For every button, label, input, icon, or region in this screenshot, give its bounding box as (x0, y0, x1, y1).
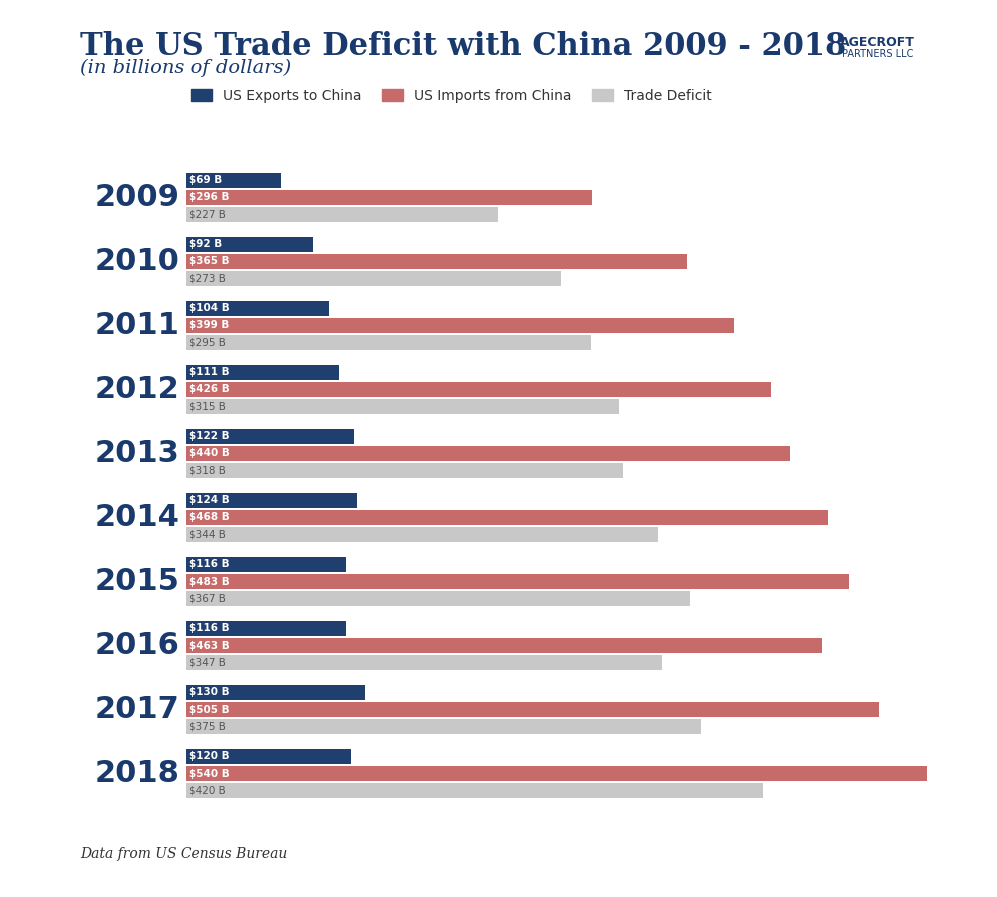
Text: $367 B: $367 B (189, 594, 226, 604)
Text: AGECROFT: AGECROFT (839, 36, 915, 48)
Text: $426 B: $426 B (189, 385, 230, 395)
Text: $295 B: $295 B (189, 337, 226, 348)
Bar (186, 527, 658, 542)
Bar (186, 172, 281, 187)
Text: $92 B: $92 B (189, 239, 222, 249)
Text: $344 B: $344 B (189, 529, 226, 540)
Text: PARTNERS LLC: PARTNERS LLC (841, 49, 913, 59)
Bar (186, 318, 734, 333)
Bar (186, 509, 829, 525)
Text: Data from US Census Bureau: Data from US Census Bureau (80, 847, 287, 861)
Text: $347 B: $347 B (189, 658, 226, 667)
Text: $116 B: $116 B (189, 623, 230, 633)
Text: 2017: 2017 (95, 695, 179, 724)
Text: 2014: 2014 (95, 503, 179, 532)
Bar (186, 655, 662, 670)
Text: 2015: 2015 (95, 567, 179, 596)
Text: $420 B: $420 B (189, 786, 226, 796)
Text: $365 B: $365 B (189, 257, 230, 266)
Text: $468 B: $468 B (189, 512, 230, 522)
Text: 2013: 2013 (95, 439, 179, 468)
Bar (186, 591, 690, 606)
Text: $104 B: $104 B (189, 303, 230, 313)
Text: $130 B: $130 B (189, 687, 230, 697)
Text: (in billions of dollars): (in billions of dollars) (80, 58, 291, 76)
Text: $315 B: $315 B (189, 402, 226, 412)
Bar (186, 271, 561, 286)
Bar (186, 207, 498, 222)
Bar (186, 719, 701, 735)
Text: $540 B: $540 B (189, 769, 230, 779)
Bar (186, 446, 790, 461)
Text: $120 B: $120 B (189, 752, 230, 762)
Text: $122 B: $122 B (189, 431, 230, 441)
Text: $505 B: $505 B (189, 704, 230, 715)
Text: 2011: 2011 (95, 311, 179, 340)
Text: $375 B: $375 B (189, 722, 226, 732)
Legend: US Exports to China, US Imports from China, Trade Deficit: US Exports to China, US Imports from Chi… (190, 89, 712, 103)
Text: 2010: 2010 (95, 247, 179, 276)
Bar (186, 638, 822, 653)
Text: $399 B: $399 B (189, 320, 229, 330)
Text: $318 B: $318 B (189, 466, 226, 475)
Bar (186, 574, 849, 589)
Text: $440 B: $440 B (189, 448, 230, 458)
Text: $69 B: $69 B (189, 175, 222, 185)
Bar (186, 335, 591, 350)
Bar (186, 300, 329, 316)
Bar (186, 621, 346, 636)
Bar (186, 254, 687, 269)
Text: $227 B: $227 B (189, 210, 226, 220)
Text: 2012: 2012 (95, 375, 179, 404)
Text: 2018: 2018 (95, 759, 179, 788)
Text: The US Trade Deficit with China 2009 - 2018: The US Trade Deficit with China 2009 - 2… (80, 31, 846, 63)
Text: $116 B: $116 B (189, 560, 230, 570)
Bar (186, 429, 354, 444)
Text: 2009: 2009 (95, 183, 179, 212)
Text: $483 B: $483 B (189, 577, 230, 587)
Bar (186, 766, 927, 781)
Text: 2016: 2016 (95, 631, 179, 660)
Text: $463 B: $463 B (189, 640, 230, 650)
Bar (186, 557, 346, 572)
Text: $273 B: $273 B (189, 274, 226, 283)
Bar (186, 783, 763, 798)
Bar (186, 749, 351, 764)
Bar (186, 492, 357, 508)
Bar (186, 237, 313, 252)
Bar (186, 399, 618, 414)
Bar (186, 463, 623, 478)
Text: $111 B: $111 B (189, 367, 230, 378)
Bar (186, 702, 879, 717)
Bar (186, 190, 592, 205)
Text: $296 B: $296 B (189, 192, 229, 203)
Bar (186, 365, 339, 379)
Bar (186, 382, 771, 397)
Bar (186, 684, 365, 700)
Text: $124 B: $124 B (189, 495, 230, 505)
